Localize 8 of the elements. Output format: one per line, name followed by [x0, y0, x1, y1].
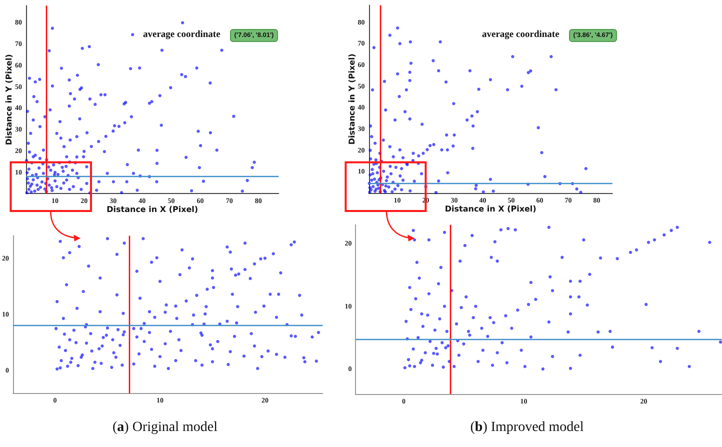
text: (a) Original model [112, 420, 218, 435]
annotation: average coordinate [143, 30, 220, 41]
y-axis-title: Distance in Y (Pixel) [4, 54, 14, 146]
annotation: average coordinate [482, 30, 560, 41]
x-axis-title: Distance in X (Pixel) [106, 205, 198, 214]
text: (b) Improved model [470, 420, 584, 435]
y-axis-title: Distance in Y (Pixel) [347, 54, 356, 145]
x-axis-title: Distance in X (Pixel) [444, 204, 536, 214]
